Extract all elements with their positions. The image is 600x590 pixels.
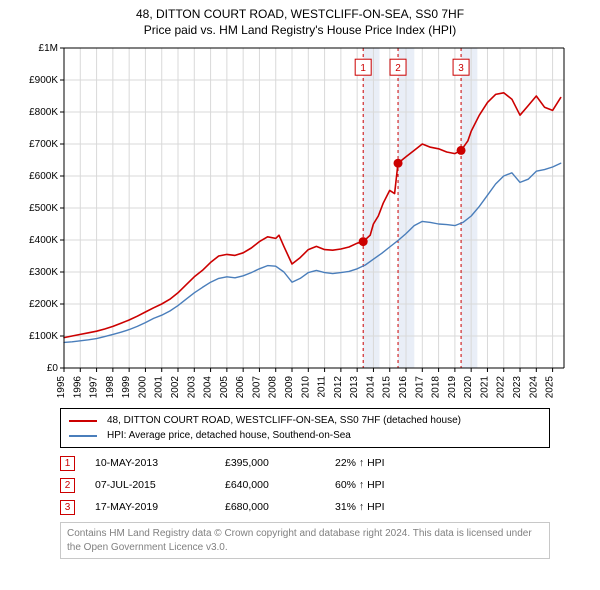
svg-text:2014: 2014: [365, 376, 376, 399]
svg-text:£700K: £700K: [29, 139, 58, 150]
svg-text:£0: £0: [47, 363, 59, 374]
sale-date: 10-MAY-2013: [95, 457, 225, 469]
chart-svg: £0 £100K £200K £300K £400K £500K £600K £700K £80…: [20, 42, 580, 402]
svg-text:2: 2: [395, 64, 401, 75]
sale-date: 17-MAY-2019: [95, 501, 225, 513]
svg-text:2025: 2025: [545, 376, 556, 399]
sales-table: 1 10-MAY-2013 £395,000 22% ↑ HPI 2 07-JU…: [60, 452, 550, 518]
sale-price: £680,000: [225, 501, 335, 513]
svg-text:2008: 2008: [268, 376, 279, 399]
svg-text:2011: 2011: [317, 376, 328, 398]
svg-text:2007: 2007: [251, 376, 262, 399]
svg-text:1997: 1997: [89, 376, 100, 399]
sale-badge: 1: [60, 456, 75, 471]
title-address: 48, DITTON COURT ROAD, WESTCLIFF-ON-SEA,…: [10, 6, 590, 22]
svg-text:2015: 2015: [382, 376, 393, 399]
svg-text:1999: 1999: [121, 376, 132, 399]
sale-badge: 3: [60, 500, 75, 515]
svg-text:2002: 2002: [170, 376, 181, 399]
legend-item-hpi: HPI: Average price, detached house, Sout…: [69, 428, 541, 443]
svg-text:2020: 2020: [463, 376, 474, 399]
svg-text:2005: 2005: [219, 376, 230, 399]
svg-text:2022: 2022: [496, 376, 507, 399]
sale-delta: 60% ↑ HPI: [335, 479, 455, 491]
svg-text:1996: 1996: [72, 376, 83, 399]
svg-text:2023: 2023: [512, 376, 523, 399]
legend-box: 48, DITTON COURT ROAD, WESTCLIFF-ON-SEA,…: [60, 408, 550, 448]
svg-text:£100K: £100K: [29, 331, 58, 342]
sale-row: 2 07-JUL-2015 £640,000 60% ↑ HPI: [60, 474, 550, 496]
svg-text:1998: 1998: [105, 376, 116, 399]
svg-text:2018: 2018: [431, 376, 442, 399]
sale-price: £395,000: [225, 457, 335, 469]
sale-badge: 2: [60, 478, 75, 493]
svg-text:£900K: £900K: [29, 75, 58, 86]
legend-item-property: 48, DITTON COURT ROAD, WESTCLIFF-ON-SEA,…: [69, 413, 541, 428]
sale-row: 1 10-MAY-2013 £395,000 22% ↑ HPI: [60, 452, 550, 474]
svg-text:2019: 2019: [447, 376, 458, 399]
svg-text:2004: 2004: [203, 376, 214, 399]
svg-text:£800K: £800K: [29, 107, 58, 118]
svg-text:£400K: £400K: [29, 235, 58, 246]
svg-text:2010: 2010: [300, 376, 311, 399]
title-subtitle: Price paid vs. HM Land Registry's House …: [10, 22, 590, 38]
sale-date: 07-JUL-2015: [95, 479, 225, 491]
legend-swatch-hpi: [69, 435, 97, 437]
svg-text:£200K: £200K: [29, 299, 58, 310]
chart-plot-area: £0 £100K £200K £300K £400K £500K £600K £700K £80…: [20, 42, 580, 402]
svg-text:2017: 2017: [414, 376, 425, 399]
chart-container: 48, DITTON COURT ROAD, WESTCLIFF-ON-SEA,…: [0, 0, 600, 590]
svg-text:2013: 2013: [349, 376, 360, 399]
legend-label-hpi: HPI: Average price, detached house, Sout…: [107, 430, 351, 441]
legend-label-property: 48, DITTON COURT ROAD, WESTCLIFF-ON-SEA,…: [107, 415, 461, 426]
svg-text:1: 1: [360, 64, 366, 75]
svg-text:2003: 2003: [186, 376, 197, 399]
svg-text:£1M: £1M: [39, 43, 58, 54]
svg-text:2000: 2000: [137, 376, 148, 399]
sale-delta: 22% ↑ HPI: [335, 457, 455, 469]
svg-text:£300K: £300K: [29, 267, 58, 278]
sale-row: 3 17-MAY-2019 £680,000 31% ↑ HPI: [60, 496, 550, 518]
svg-text:2016: 2016: [398, 376, 409, 399]
svg-text:2009: 2009: [284, 376, 295, 399]
svg-text:2006: 2006: [235, 376, 246, 399]
svg-text:2024: 2024: [528, 376, 539, 399]
sale-price: £640,000: [225, 479, 335, 491]
copyright-footnote: Contains HM Land Registry data © Crown c…: [60, 522, 550, 559]
sale-delta: 31% ↑ HPI: [335, 501, 455, 513]
legend-swatch-property: [69, 420, 97, 422]
svg-text:1995: 1995: [56, 376, 67, 399]
svg-text:3: 3: [458, 64, 464, 75]
svg-text:2021: 2021: [479, 376, 490, 399]
chart-title-block: 48, DITTON COURT ROAD, WESTCLIFF-ON-SEA,…: [10, 6, 590, 38]
svg-text:2001: 2001: [154, 376, 165, 399]
svg-text:2012: 2012: [333, 376, 344, 399]
svg-text:£500K: £500K: [29, 203, 58, 214]
svg-text:£600K: £600K: [29, 171, 58, 182]
